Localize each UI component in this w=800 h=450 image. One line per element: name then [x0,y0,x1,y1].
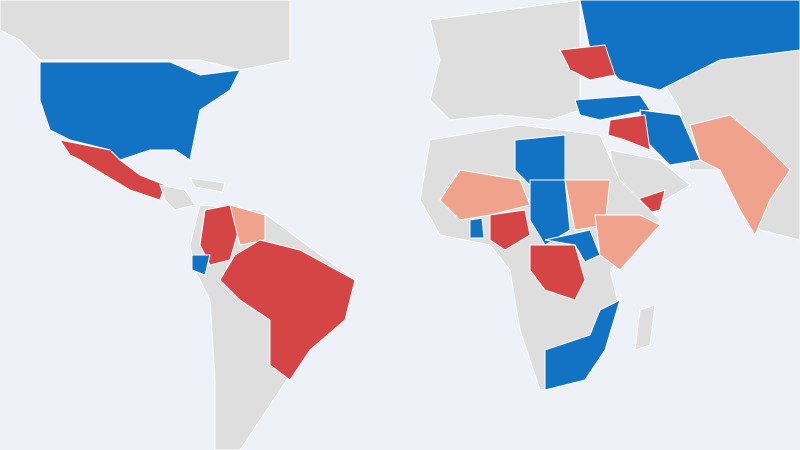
southern-africa [544,299,621,391]
nigeria [489,209,531,251]
venezuela [229,204,266,246]
horn-of-africa [594,214,661,271]
brazil [219,239,356,381]
west-africa [469,217,485,239]
libya [514,134,566,186]
ukraine [559,44,616,81]
iraq-syria [607,114,651,151]
cuba [189,177,226,193]
drc [529,244,586,301]
usa [39,61,241,161]
europe [429,0,581,121]
central-america [159,184,196,211]
central-africa [544,229,601,263]
madagascar [634,304,656,351]
mexico [58,139,166,201]
turkey [574,94,651,121]
south-asia [689,114,791,237]
canada [0,0,291,71]
ecuador [191,254,211,276]
